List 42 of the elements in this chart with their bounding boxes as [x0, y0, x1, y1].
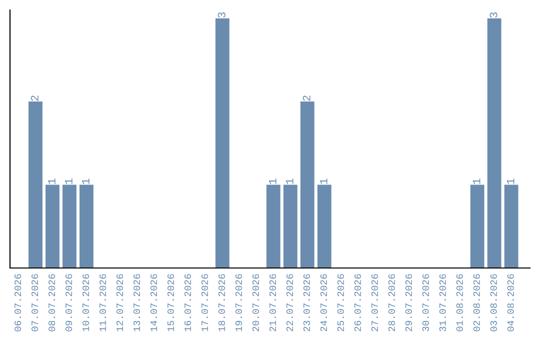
x-tick-label: 15.07.2026 [167, 274, 174, 332]
x-tick-label: 23.07.2026 [303, 274, 310, 332]
x-tick-label: 28.07.2026 [388, 274, 395, 332]
x-tick-label: 01.08.2026 [456, 274, 463, 332]
x-tick-label: 07.07.2026 [32, 274, 38, 332]
data-label: 1 [48, 178, 56, 184]
x-tick-label: 06.07.2026 [14, 274, 22, 332]
data-label: 1 [286, 178, 294, 184]
x-tick-label: 20.07.2026 [252, 274, 260, 332]
x-tick-label: 12.07.2026 [116, 274, 124, 332]
x-tick-label: 18.07.2026 [218, 274, 226, 332]
x-tick-label: 09.07.2026 [65, 274, 72, 332]
x-tick-label: 29.07.2026 [405, 274, 412, 332]
data-label: 2 [30, 96, 38, 101]
x-tick-label: 21.07.2026 [269, 274, 276, 332]
x-tick-label: 04.08.2026 [507, 274, 514, 332]
x-tick-label: 27.07.2026 [371, 274, 378, 332]
x-tick-label: 25.07.2026 [337, 274, 344, 332]
x-tick-label: 30.07.2026 [422, 274, 429, 332]
data-label: 1 [82, 178, 90, 184]
x-tick-label: 26.07.2026 [354, 274, 361, 332]
x-tick-label: 14.07.2026 [150, 274, 158, 332]
data-label: 1 [320, 178, 328, 184]
x-tick-label: 17.07.2026 [201, 274, 208, 332]
data-label: 3 [490, 12, 498, 18]
x-tick-label: 11.07.2026 [99, 274, 106, 332]
data-label: 1 [65, 178, 72, 184]
data-label: 3 [218, 12, 226, 18]
data-label: 1 [268, 178, 276, 184]
x-tick-label: 10.07.2026 [82, 274, 90, 332]
data-label: 1 [472, 178, 480, 184]
data-label: 1 [506, 178, 514, 184]
x-tick-label: 16.07.2026 [184, 274, 192, 332]
x-tick-label: 22.07.2026 [286, 274, 293, 332]
x-tick-label: 19.07.2026 [235, 274, 242, 332]
x-tick-label: 03.08.2026 [490, 274, 497, 332]
x-tick-label: 31.07.2026 [439, 274, 446, 332]
data-label: 2 [302, 96, 310, 101]
x-tick-label: 24.07.2026 [320, 274, 327, 332]
x-tick-label: 13.07.2026 [133, 274, 140, 332]
x-tick-label: 02.08.2026 [473, 274, 480, 332]
x-tick-label: 08.07.2026 [48, 274, 56, 332]
